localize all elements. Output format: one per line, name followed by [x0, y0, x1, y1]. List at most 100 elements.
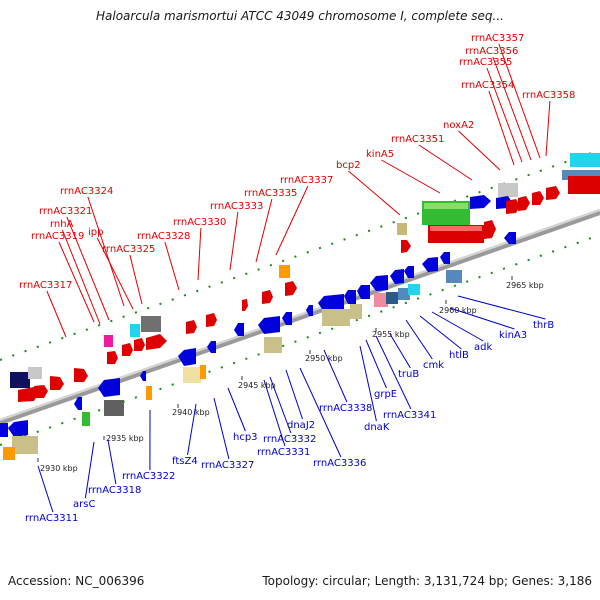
- label-leader-line: [488, 90, 515, 166]
- scale-tick-label: 2940 kbp: [172, 408, 210, 417]
- forward-strand-features: [10, 153, 600, 402]
- gene-label-forward: rrnAC3351: [391, 134, 444, 145]
- label-leader-line: [498, 43, 541, 159]
- gene-rect: [446, 270, 462, 283]
- gene-label-reverse: rrnAC3336: [313, 458, 366, 469]
- gene-arrow: [404, 266, 414, 278]
- gene-rect: [279, 265, 290, 278]
- gene-label-forward: bcp2: [336, 160, 361, 171]
- gene-arrow: [8, 420, 28, 437]
- gene-rect: [562, 170, 600, 180]
- gene-label-forward: rrnAC3321: [39, 206, 92, 217]
- gene-label-reverse: rrnAC3341: [383, 410, 436, 421]
- gene-rect: [397, 223, 407, 235]
- gene-label-forward: noxA2: [443, 120, 474, 131]
- gene-arrow: [140, 371, 146, 381]
- gene-arrow: [422, 257, 438, 272]
- label-leader-line: [492, 56, 532, 161]
- gene-rect: [398, 288, 410, 300]
- gene-rect: [430, 226, 482, 231]
- gene-arrow: [344, 290, 356, 304]
- map-title: Haloarcula marismortui ATCC 43049 chromo…: [96, 9, 504, 23]
- gene-arrow: [18, 387, 38, 402]
- label-leader-line: [58, 241, 95, 323]
- gene-arrow: [532, 191, 544, 205]
- gene-label-reverse: htlB: [449, 350, 469, 361]
- label-leader-line: [458, 130, 501, 171]
- reverse-strand-features: [0, 232, 516, 460]
- gene-rect: [104, 335, 113, 347]
- label-leader-line: [197, 227, 202, 281]
- accession-text: Accession: NC_006396: [8, 574, 145, 588]
- label-leader-line: [187, 403, 197, 456]
- label-leader-line: [275, 185, 309, 256]
- gene-label-forward: rrnAC3337: [280, 175, 333, 186]
- label-leader-line: [449, 307, 515, 330]
- gene-arrow: [470, 195, 491, 209]
- gene-arrow: [178, 348, 196, 366]
- label-leader-line: [61, 229, 101, 325]
- gene-arrow: [242, 299, 248, 311]
- gene-rect: [12, 436, 38, 454]
- label-leader-lines: [37, 43, 551, 513]
- gene-arrow: [206, 313, 217, 327]
- label-leader-line: [375, 335, 412, 410]
- gene-arrow: [50, 376, 64, 390]
- label-leader-line: [96, 237, 134, 310]
- gene-arrow: [98, 378, 120, 397]
- gene-label-forward: kinA5: [366, 149, 394, 160]
- label-leader-line: [66, 216, 110, 321]
- gene-label-reverse: thrB: [533, 320, 554, 331]
- gene-arrow: [518, 196, 530, 211]
- gene-label-forward: rrnAC3330: [173, 217, 226, 228]
- gene-label-forward: rrnAC3354: [461, 80, 514, 91]
- scale-tick-label: 2965 kbp: [506, 281, 544, 290]
- label-leader-line: [457, 295, 546, 320]
- gene-arrow: [506, 199, 520, 214]
- gene-arrow: [285, 281, 297, 296]
- gene-label-reverse: truB: [398, 369, 419, 380]
- scale-tick-label: 2930 kbp: [40, 464, 78, 473]
- gene-label-forward: rrnAC3357: [471, 33, 524, 44]
- gene-arrow: [484, 220, 496, 239]
- gene-arrow: [107, 351, 118, 364]
- gene-arrow: [258, 316, 280, 334]
- gene-rect: [141, 316, 161, 332]
- gene-rect: [350, 304, 362, 319]
- gene-arrow: [134, 338, 145, 351]
- gene-rect: [104, 400, 124, 416]
- gene-arrow: [207, 341, 216, 353]
- label-leader-line: [87, 196, 125, 307]
- gene-arrow: [282, 312, 292, 325]
- gene-label-reverse: kinA3: [499, 330, 527, 341]
- gene-label-forward: rrnAC3356: [465, 46, 518, 57]
- gene-label-reverse: arsC: [73, 499, 95, 510]
- gene-rect: [82, 412, 90, 426]
- gene-rect: [130, 324, 140, 337]
- gene-label-forward: rrnAC3324: [60, 186, 113, 197]
- gene-arrow: [370, 275, 388, 291]
- gene-arrow: [504, 232, 516, 244]
- gene-arrow: [74, 397, 82, 410]
- gene-label-reverse: adk: [474, 342, 492, 353]
- label-leader-line: [227, 387, 246, 432]
- gene-rect: [408, 284, 420, 295]
- gene-arrow: [122, 343, 133, 356]
- gene-label-forward: rrnAC3333: [210, 201, 263, 212]
- label-leader-line: [285, 369, 303, 420]
- gene-arrow: [440, 252, 450, 264]
- gene-label-forward: rrnAC3355: [459, 57, 512, 68]
- label-leader-line: [365, 339, 387, 389]
- label-leader-line: [389, 333, 411, 369]
- gene-label-forward: rrnAC3358: [522, 90, 575, 101]
- label-leader-line: [419, 315, 462, 350]
- gene-label-reverse: ftsZ4: [172, 456, 198, 467]
- gene-rect: [200, 365, 206, 379]
- label-leader-line: [381, 159, 441, 194]
- label-leader-line: [107, 439, 117, 485]
- gene-label-forward: rrnAC3317: [19, 280, 72, 291]
- gene-rect: [3, 447, 15, 460]
